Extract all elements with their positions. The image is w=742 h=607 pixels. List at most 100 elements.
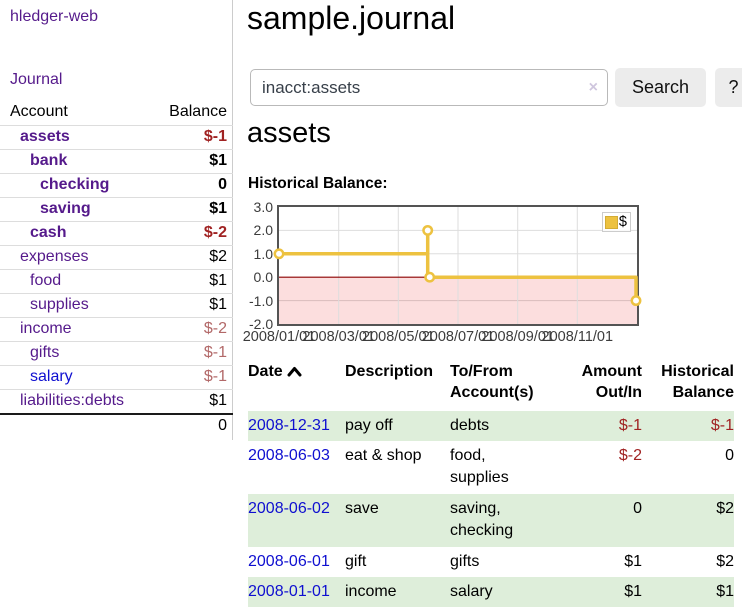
account-balance: $-2 (146, 221, 233, 246)
account-row: saving $1 (0, 197, 233, 222)
legend-label: $ (618, 214, 627, 230)
chart-legend: $ (601, 212, 631, 232)
account-link-liabilities-debts[interactable]: liabilities:debts (20, 392, 125, 409)
accounts-table: Account Balance assets $-1 bank $1 check… (0, 100, 233, 438)
transaction-row[interactable]: 2008-06-02 save saving, checking 0 $2 (248, 493, 734, 547)
account-row: assets $-1 (0, 125, 233, 150)
transaction-balance: $2 (716, 499, 734, 517)
transaction-date-link[interactable]: 2008-12-31 (248, 416, 330, 434)
transactions-table: Date Description To/From Account(s) Amou… (248, 360, 734, 607)
account-balance: $2 (146, 245, 233, 270)
account-link-supplies[interactable]: supplies (30, 296, 89, 313)
transaction-row[interactable]: 2008-12-31 pay off debts $-1 $-1 (248, 410, 734, 441)
x-tick-label: 2008/05/01 (362, 329, 435, 345)
search-box: × (250, 69, 608, 106)
account-row: liabilities:debts $1 (0, 389, 233, 414)
y-tick-label: 0.0 (253, 269, 273, 286)
transaction-amount: $1 (624, 582, 642, 600)
account-link-food[interactable]: food (30, 272, 62, 289)
transaction-row[interactable]: 2008-01-01 income salary $1 $1 (248, 576, 734, 607)
transaction-amount: $1 (624, 552, 642, 570)
x-tick-label: 2008/03/01 (302, 329, 375, 345)
column-header-accounts[interactable]: To/From Account(s) (450, 363, 534, 401)
chart-canvas (273, 207, 642, 324)
accounts-header-row: Account Balance (0, 100, 233, 126)
chart-plot-area[interactable]: $ (273, 205, 642, 326)
balance-series-line (279, 228, 638, 301)
account-row: checking 0 (0, 173, 233, 198)
y-tick-label: -2.0 (249, 316, 274, 332)
transaction-date-link[interactable]: 2008-06-03 (248, 446, 330, 464)
column-header-description[interactable]: Description (345, 363, 434, 380)
transaction-description: save (345, 499, 379, 517)
account-row: salary $-1 (0, 365, 233, 390)
transaction-amount: 0 (633, 499, 642, 517)
sidebar-item-journal[interactable]: Journal (10, 71, 63, 88)
column-header-amount[interactable]: Amount Out/In (581, 363, 642, 401)
transaction-accounts: gifts (450, 552, 480, 570)
account-balance: $-2 (146, 317, 233, 342)
sort-asc-icon (287, 363, 302, 384)
account-row: bank $1 (0, 149, 233, 174)
app-brand-link[interactable]: hledger-web (10, 8, 99, 25)
transaction-balance: 0 (725, 446, 734, 464)
transaction-amount: $-1 (618, 416, 642, 434)
account-link-salary[interactable]: salary (30, 368, 73, 385)
search-input[interactable] (250, 69, 608, 106)
y-tick-label: 2.0 (253, 222, 273, 239)
account-link-assets[interactable]: assets (20, 128, 70, 145)
account-balance: $-1 (146, 341, 233, 366)
accounts-total-row: 0 (0, 413, 233, 438)
data-point-marker (424, 271, 436, 283)
legend-swatch-icon (604, 215, 618, 229)
account-heading: assets (247, 117, 331, 149)
x-tick-label: 2008/09/01 (481, 329, 554, 345)
account-row: expenses $2 (0, 245, 233, 270)
transaction-amount: $-2 (618, 446, 642, 464)
transaction-description: gift (345, 552, 367, 570)
account-row: income $-2 (0, 317, 233, 342)
account-link-gifts[interactable]: gifts (30, 344, 60, 361)
transaction-date-link[interactable]: 2008-06-01 (248, 552, 330, 570)
column-header-date[interactable]: Date (248, 360, 345, 411)
account-balance: $-1 (146, 365, 233, 390)
clear-search-icon[interactable]: × (588, 79, 598, 96)
y-tick-label: 1.0 (253, 245, 273, 262)
account-balance: $1 (146, 293, 233, 318)
transaction-row[interactable]: 2008-06-01 gift gifts $1 $2 (248, 547, 734, 577)
transaction-description: pay off (345, 416, 393, 434)
transaction-balance: $-1 (710, 416, 734, 434)
search-bar: × Search ? (250, 68, 742, 107)
data-point-marker (630, 295, 642, 307)
transaction-row[interactable]: 2008-06-03 eat & shop food, supplies $-2… (248, 441, 734, 494)
account-link-bank[interactable]: bank (30, 152, 68, 169)
x-tick-label: 2008/07/01 (421, 329, 495, 345)
chart-title: Historical Balance: (248, 175, 388, 192)
account-balance: $1 (146, 197, 233, 222)
help-button[interactable]: ? (715, 68, 742, 107)
account-balance: $1 (146, 389, 233, 414)
account-link-cash[interactable]: cash (30, 224, 67, 241)
transaction-date-link[interactable]: 2008-01-01 (248, 582, 330, 600)
account-balance: 0 (146, 173, 233, 198)
transaction-accounts: salary (450, 582, 493, 600)
account-row: food $1 (0, 269, 233, 294)
x-tick-label: 2008/01/01 (242, 329, 316, 345)
account-row: gifts $-1 (0, 341, 233, 366)
account-link-saving[interactable]: saving (40, 200, 91, 217)
transaction-balance: $2 (716, 552, 734, 570)
account-link-expenses[interactable]: expenses (20, 248, 89, 265)
account-link-income[interactable]: income (20, 320, 72, 337)
transaction-description: income (345, 582, 397, 600)
transaction-balance: $1 (716, 582, 734, 600)
transaction-accounts: debts (450, 416, 490, 434)
historical-balance-chart: 3.0 2.0 1.0 0.0 -1.0 -2.0 (243, 200, 642, 345)
x-tick-label: 2008/11/01 (541, 329, 614, 345)
account-link-checking[interactable]: checking (40, 176, 110, 193)
data-point-marker (273, 248, 285, 260)
search-button[interactable]: Search (615, 68, 707, 107)
transaction-date-link[interactable]: 2008-06-02 (248, 499, 330, 517)
transactions-header-row: Date Description To/From Account(s) Amou… (248, 360, 734, 411)
column-header-balance[interactable]: Historical Balance (661, 363, 734, 401)
accounts-header-balance: Balance (169, 103, 227, 120)
